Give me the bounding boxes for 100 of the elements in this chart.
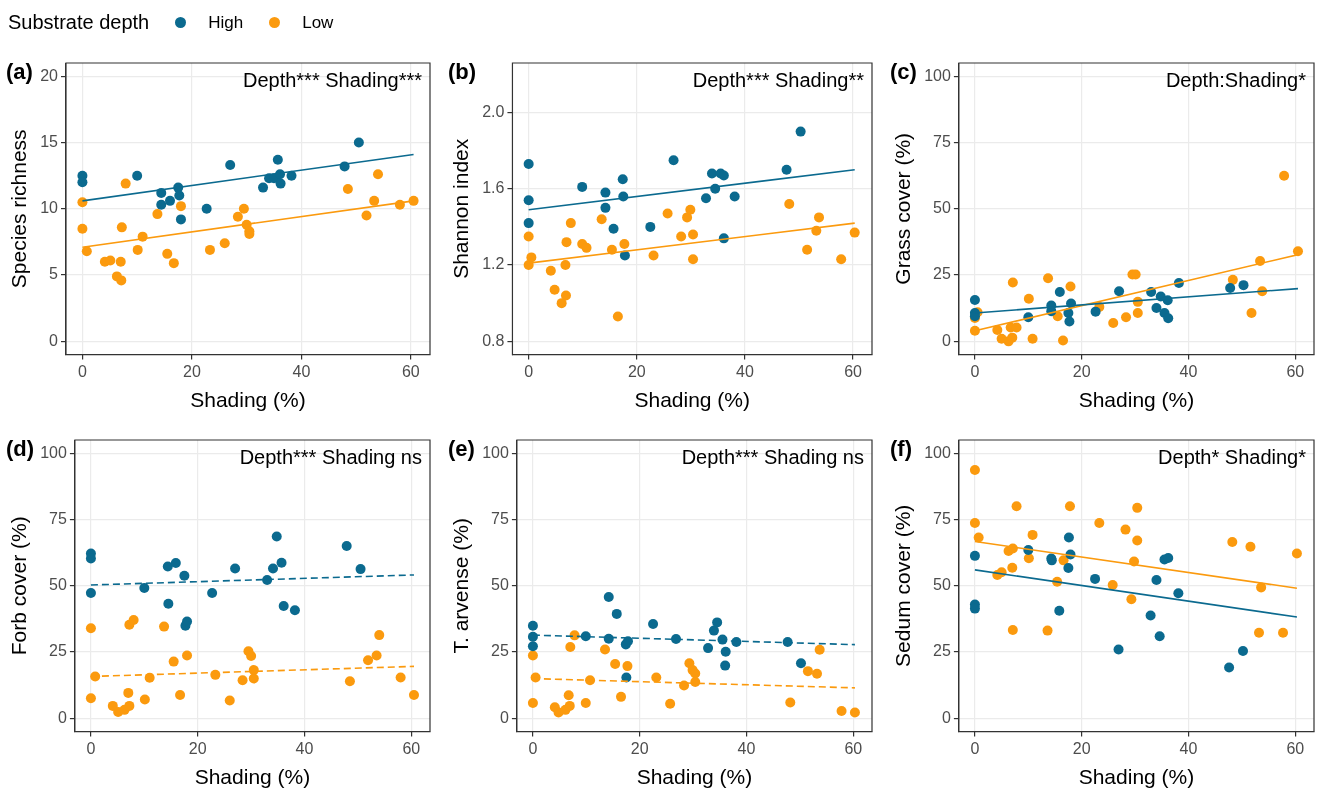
x-axis-title: Shading (%): [1078, 388, 1195, 412]
point: [156, 199, 167, 210]
point: [600, 644, 610, 655]
point: [116, 275, 127, 286]
point: [1163, 313, 1174, 324]
point: [271, 531, 282, 542]
y-tick-label: 10: [40, 199, 59, 217]
point: [344, 676, 355, 687]
point: [523, 231, 534, 242]
x-tick-label: 0: [86, 739, 96, 757]
x-axis-title: Shading (%): [634, 388, 750, 412]
y-axis-title: Forb cover (%): [7, 516, 31, 656]
x-tick-label: 20: [188, 739, 207, 757]
point: [622, 661, 633, 672]
legend-label: High: [208, 12, 244, 33]
x-tick-label: 60: [844, 362, 863, 380]
point: [373, 169, 383, 180]
x-tick-label: 40: [737, 739, 756, 757]
point: [237, 675, 248, 686]
point: [600, 202, 611, 213]
point: [610, 659, 621, 669]
point: [179, 570, 190, 581]
point: [182, 650, 193, 661]
point: [278, 600, 289, 611]
point: [1256, 582, 1267, 593]
x-tick-label: 60: [844, 739, 863, 757]
point: [1238, 280, 1249, 291]
point: [560, 290, 571, 301]
x-tick-label: 20: [1072, 739, 1091, 757]
point: [1227, 274, 1238, 285]
point: [123, 687, 134, 698]
point: [648, 618, 659, 629]
point: [1054, 287, 1065, 298]
point: [1113, 644, 1124, 655]
point: [230, 563, 241, 574]
point: [836, 254, 847, 265]
point: [600, 187, 611, 198]
point: [603, 591, 614, 602]
point: [1163, 552, 1174, 563]
point: [665, 698, 676, 709]
point: [341, 541, 352, 552]
point: [272, 154, 283, 165]
y-tick-label: 75: [933, 509, 951, 527]
point: [1278, 627, 1289, 638]
point: [612, 311, 623, 322]
point: [262, 574, 273, 585]
point: [560, 260, 571, 271]
chart-title: (a): [6, 59, 33, 85]
point: [527, 697, 538, 708]
x-tick-label: 0: [528, 739, 538, 757]
point: [369, 195, 380, 206]
y-tick-label: 5: [49, 265, 59, 283]
point: [1126, 594, 1137, 605]
point: [561, 237, 572, 248]
y-tick-label: 75: [491, 509, 509, 527]
y-tick-label: 100: [924, 443, 951, 461]
point: [662, 208, 673, 219]
point: [115, 256, 126, 267]
point: [784, 199, 795, 210]
point: [232, 211, 243, 222]
point: [1090, 573, 1101, 584]
point: [225, 160, 236, 171]
point: [619, 239, 630, 250]
point: [814, 212, 825, 223]
point: [617, 174, 628, 185]
y-tick-label: 0: [941, 708, 951, 726]
point: [1007, 332, 1018, 343]
annotation: Depth:Shading*: [1165, 68, 1307, 91]
point: [81, 246, 92, 257]
point: [132, 170, 143, 181]
point: [139, 582, 150, 593]
y-tick-label: 20: [40, 66, 59, 84]
point: [374, 630, 385, 641]
point: [969, 550, 980, 561]
point: [645, 221, 656, 232]
chart-title: (f): [890, 436, 912, 462]
y-axis-title: Species richness: [7, 129, 31, 289]
point: [523, 159, 534, 170]
x-tick-label: 0: [77, 362, 87, 380]
point: [1007, 277, 1018, 288]
point: [814, 644, 825, 655]
point: [163, 598, 174, 609]
point: [1132, 307, 1143, 318]
point: [1254, 627, 1264, 638]
annotation: Depth* Shading*: [1158, 445, 1307, 468]
point: [268, 563, 279, 574]
y-tick-label: 25: [49, 642, 67, 660]
x-axis-title: Shading (%): [1078, 765, 1195, 789]
point: [1173, 588, 1184, 599]
chart-title: (c): [890, 59, 917, 85]
point: [616, 691, 627, 702]
point: [1058, 555, 1069, 566]
point: [1065, 281, 1076, 292]
point: [685, 204, 696, 215]
point: [238, 203, 249, 214]
x-axis-title: Shading (%): [636, 765, 753, 789]
chart-title: (e): [448, 436, 475, 462]
point: [1154, 631, 1165, 642]
point: [258, 182, 269, 193]
point: [128, 615, 139, 625]
